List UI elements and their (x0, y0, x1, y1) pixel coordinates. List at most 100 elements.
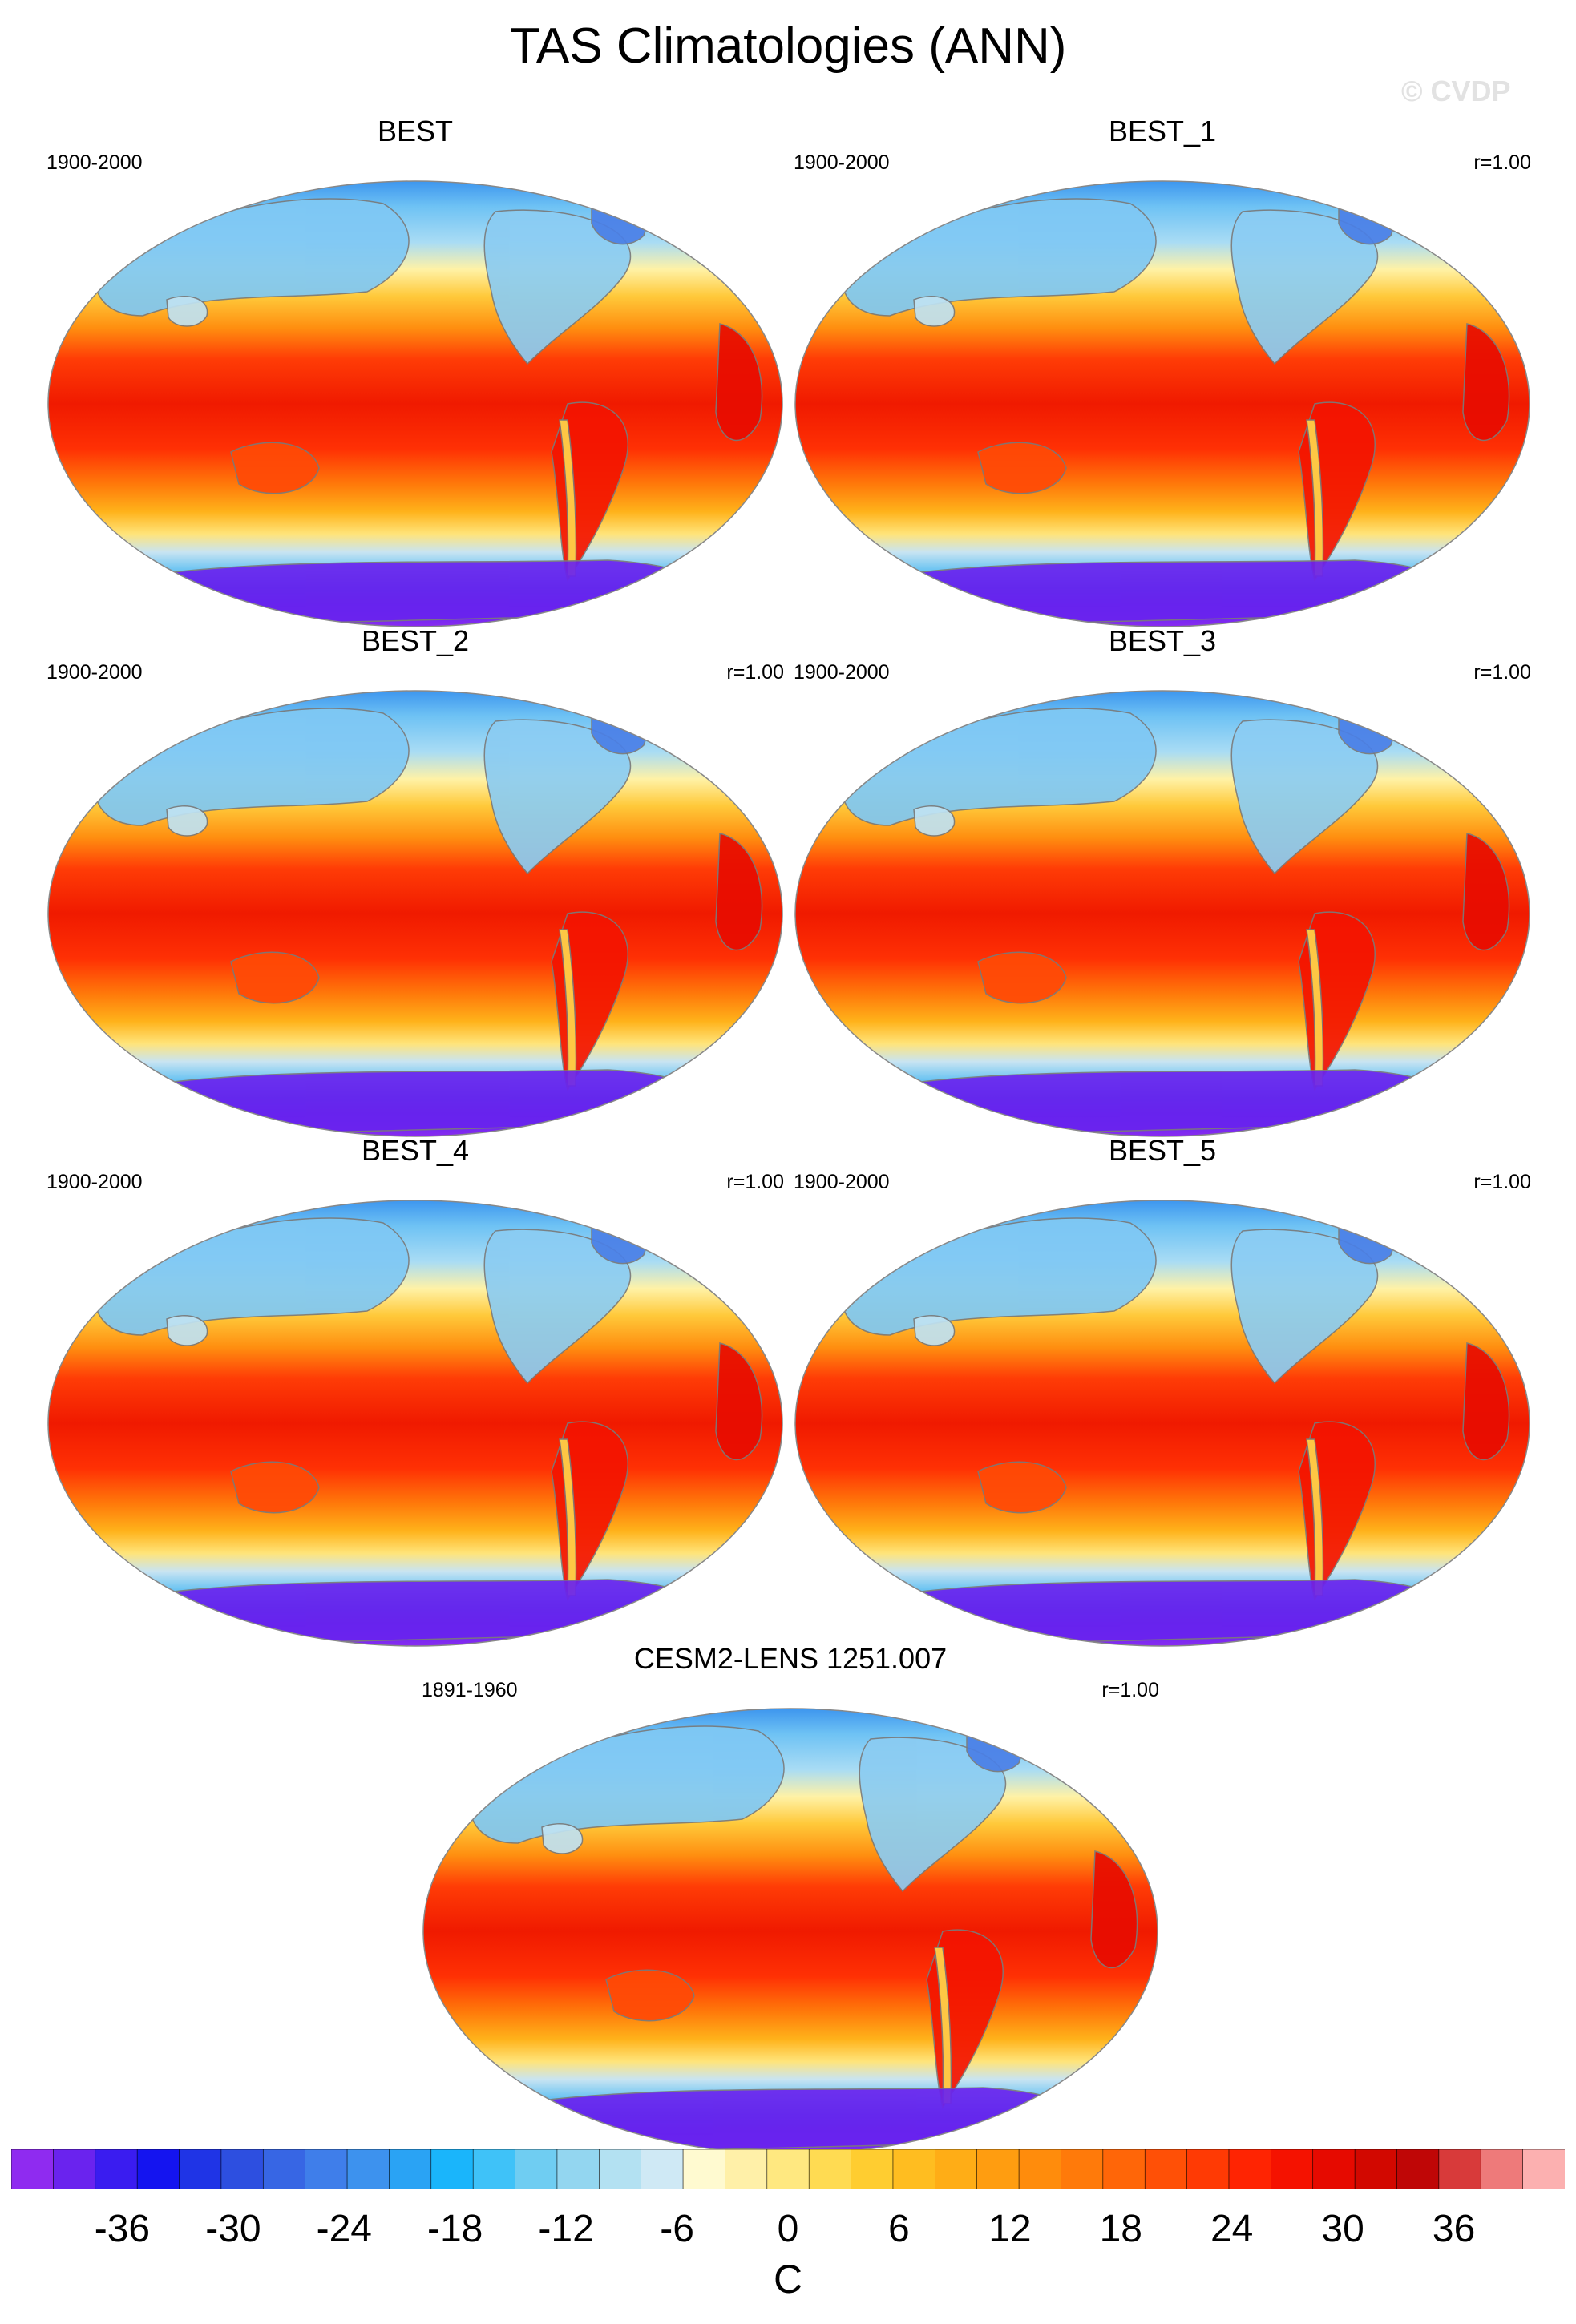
tibetan-plateau (913, 1315, 956, 1346)
map-panel: BEST_2 1900-2000 r=1.00 (46, 623, 784, 1137)
colorbar-segment (389, 2149, 432, 2189)
panel-pattern-correlation: r=1.00 (1473, 661, 1531, 684)
asia-cold-region (469, 1725, 785, 1844)
map-panel: CESM2-LENS 1251.007 1891-1960 r=1.00 (422, 1641, 1159, 2155)
africa (715, 323, 763, 442)
colorbar-segment (515, 2149, 558, 2189)
panel-title: BEST_4 (361, 1134, 470, 1167)
tibetan-plateau (913, 296, 956, 327)
colorbar-segment (220, 2149, 265, 2189)
colorbar-tick-label: 24 (1210, 2208, 1254, 2250)
panel-pattern-correlation: r=1.00 (1101, 1679, 1159, 1701)
colorbar-segment (598, 2149, 642, 2189)
colorbar-segment (53, 2149, 96, 2189)
colorbar-segment (430, 2149, 474, 2189)
colorbar-segment (1102, 2149, 1146, 2189)
colorbar-segment (641, 2149, 684, 2189)
colorbar-segment (472, 2149, 516, 2189)
tibetan-plateau (166, 1315, 208, 1346)
colorbar-segment (136, 2149, 180, 2189)
colorbar-segment (935, 2149, 978, 2189)
colorbar-tick-label: -36 (94, 2208, 151, 2250)
antarctica (468, 2087, 1113, 2154)
panel-period: 1900-2000 (46, 661, 143, 684)
panel-period: 1900-2000 (794, 661, 890, 684)
page-title: TAS Climatologies (ANN) (509, 18, 1067, 74)
panel-title: BEST_2 (361, 624, 470, 657)
colorbar (11, 2149, 1565, 2189)
colorbar-unit: C (773, 2257, 803, 2302)
panel-title: BEST_3 (1108, 624, 1217, 657)
panel-title: BEST_5 (1108, 1134, 1217, 1167)
antarctica (840, 559, 1485, 627)
map-outline (794, 180, 1530, 627)
africa (715, 1342, 763, 1461)
colorbar-segment (1354, 2149, 1398, 2189)
colorbar-segment (1312, 2149, 1356, 2189)
colorbar-segment (95, 2149, 138, 2189)
map-panel: BEST_4 1900-2000 r=1.00 (46, 1133, 784, 1647)
africa (1462, 1342, 1510, 1461)
asia-cold-region (841, 1217, 1157, 1336)
antarctica (93, 559, 737, 627)
tibetan-plateau (166, 805, 208, 837)
panel-title: BEST_1 (1108, 115, 1217, 147)
map-outline (47, 180, 783, 627)
panel-period: 1900-2000 (794, 1171, 890, 1193)
temperature-map (794, 180, 1530, 627)
map-outline (794, 690, 1530, 1137)
africa (1462, 833, 1510, 951)
panel-period: 1891-1960 (422, 1679, 518, 1701)
panel-title: CESM2-LENS 1251.007 (633, 1642, 948, 1675)
tibetan-plateau (913, 805, 956, 837)
colorbar-segment (682, 2149, 726, 2189)
panel-period: 1900-2000 (46, 1171, 143, 1193)
watermark: © CVDP (1401, 75, 1511, 107)
map-panel: BEST 1900-2000 (46, 114, 784, 627)
colorbar-tick-label: -30 (205, 2208, 261, 2250)
colorbar-segment (1396, 2149, 1440, 2189)
africa (1462, 323, 1510, 442)
colorbar-segment (1186, 2149, 1230, 2189)
colorbar-tick-label: -24 (316, 2208, 372, 2250)
colorbar-tick-label: 12 (988, 2208, 1032, 2250)
colorbar-segment (179, 2149, 222, 2189)
colorbar-tick-label: 6 (888, 2208, 910, 2250)
colorbar-segment (976, 2149, 1020, 2189)
map-outline (794, 1200, 1530, 1647)
temperature-map (422, 1708, 1158, 2155)
colorbar-segment (262, 2149, 306, 2189)
australia (230, 442, 320, 494)
colorbar-segment (1144, 2149, 1188, 2189)
tibetan-plateau (541, 1823, 584, 1854)
temperature-map (47, 690, 783, 1137)
colorbar-segment (851, 2149, 894, 2189)
africa (1090, 1850, 1138, 1969)
asia-cold-region (94, 198, 410, 317)
panel-title: BEST (377, 115, 454, 147)
map-outline (47, 1200, 783, 1647)
australia (230, 1461, 320, 1514)
colorbar-segment (1480, 2149, 1524, 2189)
australia (977, 442, 1067, 494)
colorbar-segment (1061, 2149, 1104, 2189)
australia (977, 1461, 1067, 1514)
map-panel: BEST_5 1900-2000 r=1.00 (794, 1133, 1531, 1647)
africa (715, 833, 763, 951)
colorbar-tick-label: 30 (1321, 2208, 1364, 2250)
panel-period: 1900-2000 (794, 151, 890, 174)
temperature-map (794, 690, 1530, 1137)
antarctica (93, 1069, 737, 1136)
colorbar-segment (808, 2149, 852, 2189)
australia (230, 951, 320, 1004)
colorbar-tick-label: 0 (777, 2208, 799, 2250)
colorbar-segment (346, 2149, 390, 2189)
map-outline (47, 690, 783, 1137)
colorbar-segment (1228, 2149, 1272, 2189)
colorbar-segment (1438, 2149, 1482, 2189)
antarctica (840, 1579, 1485, 1646)
antarctica (93, 1579, 737, 1646)
colorbar-segment (766, 2149, 810, 2189)
australia (977, 951, 1067, 1004)
colorbar-tick-label: -6 (660, 2208, 694, 2250)
